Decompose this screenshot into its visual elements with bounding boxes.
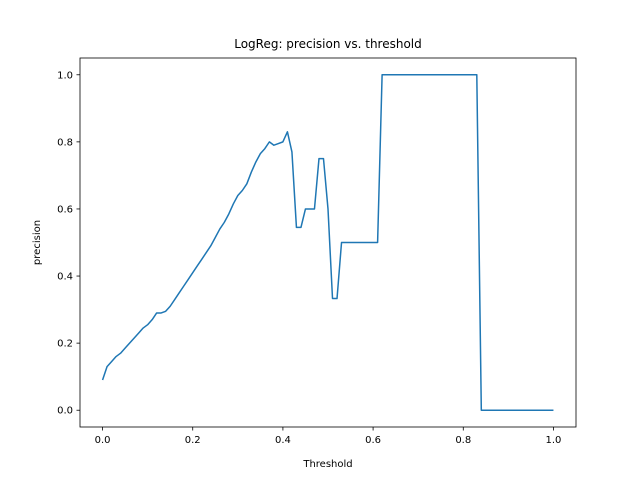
x-axis-ticks: 0.0 0.2 0.4 0.6 0.8 1.0 — [95, 427, 562, 446]
precision-series-line — [101, 74, 554, 411]
x-tick-label: 0.4 — [275, 435, 291, 446]
x-tick-label: 0.2 — [185, 435, 201, 446]
y-tick-label: 0.0 — [57, 406, 73, 417]
y-axis-ticks: 0.0 0.2 0.4 0.6 0.8 1.0 — [57, 70, 80, 417]
series-layer — [101, 74, 554, 411]
plot-frame — [79, 57, 577, 428]
chart-title: LogReg: precision vs. threshold — [234, 37, 422, 51]
y-tick-label: 0.4 — [57, 272, 73, 283]
y-tick-label: 0.8 — [57, 137, 73, 148]
x-tick-label: 0.6 — [365, 435, 381, 446]
plot-area — [80, 58, 576, 427]
x-tick-label: 0.8 — [455, 435, 471, 446]
y-tick-label: 0.2 — [57, 339, 73, 350]
y-tick-label: 0.6 — [57, 204, 73, 215]
y-tick-label: 1.0 — [57, 70, 73, 81]
x-tick-label: 0.0 — [95, 435, 111, 446]
x-tick-label: 1.0 — [546, 435, 562, 446]
y-axis-label: precision — [32, 220, 43, 265]
x-axis-label: Threshold — [302, 459, 352, 470]
